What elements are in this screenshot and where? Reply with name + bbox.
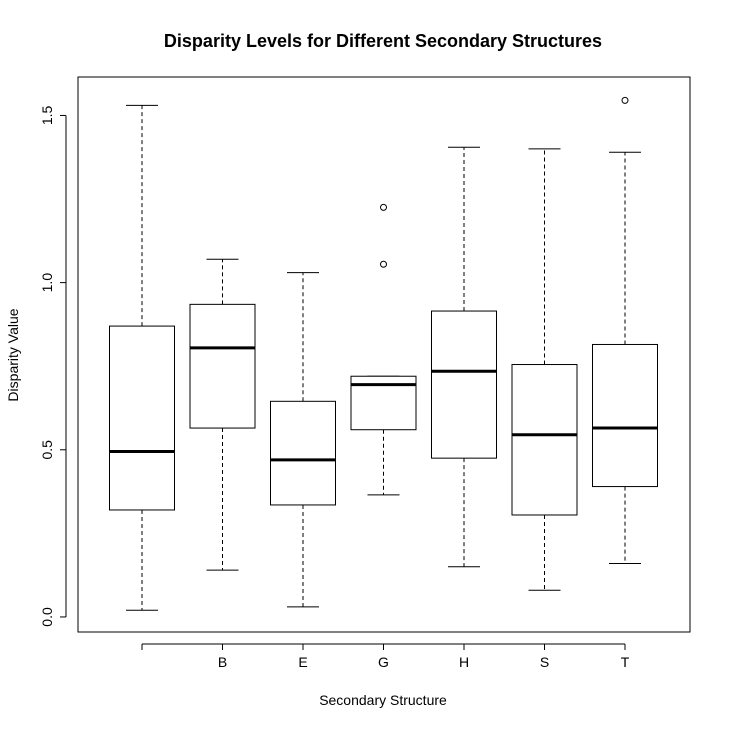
x-tick-label: H: [459, 654, 469, 670]
box-group: [189, 258, 256, 571]
box-iqr: [592, 343, 658, 488]
x-tick-label: T: [621, 654, 630, 670]
plot-frame: [77, 76, 691, 633]
y-tick-label: 0.0: [39, 607, 55, 627]
y-tick-label: 1.0: [39, 273, 55, 293]
box-group: [592, 96, 658, 564]
y-tick-label: 1.5: [39, 106, 55, 126]
outlier-point: [380, 203, 387, 211]
box-iqr: [189, 303, 256, 429]
y-tick-label: 0.5: [39, 440, 55, 460]
outlier-point: [621, 96, 629, 104]
box-iqr: [511, 364, 578, 516]
box-group: [350, 203, 417, 496]
chart-title: Disparity Levels for Different Secondary…: [164, 31, 602, 51]
x-axis-label: Secondary Structure: [319, 692, 447, 708]
box-group: [431, 146, 497, 568]
box-group: [270, 272, 336, 608]
outlier-point: [380, 260, 387, 268]
x-tick-label: E: [298, 654, 307, 670]
box-group: [109, 104, 175, 611]
boxes-layer: [109, 96, 658, 611]
x-tick-label: B: [218, 654, 227, 670]
x-tick-label: S: [540, 654, 549, 670]
box-iqr: [270, 400, 336, 506]
x-tick-label: G: [378, 654, 389, 670]
box-group: [511, 148, 578, 591]
box-iqr: [109, 325, 175, 511]
box-iqr: [431, 310, 497, 459]
y-axis-label: Disparity Value: [5, 308, 21, 401]
y-axis: 0.0 0.5 1.0 1.5: [39, 106, 67, 627]
